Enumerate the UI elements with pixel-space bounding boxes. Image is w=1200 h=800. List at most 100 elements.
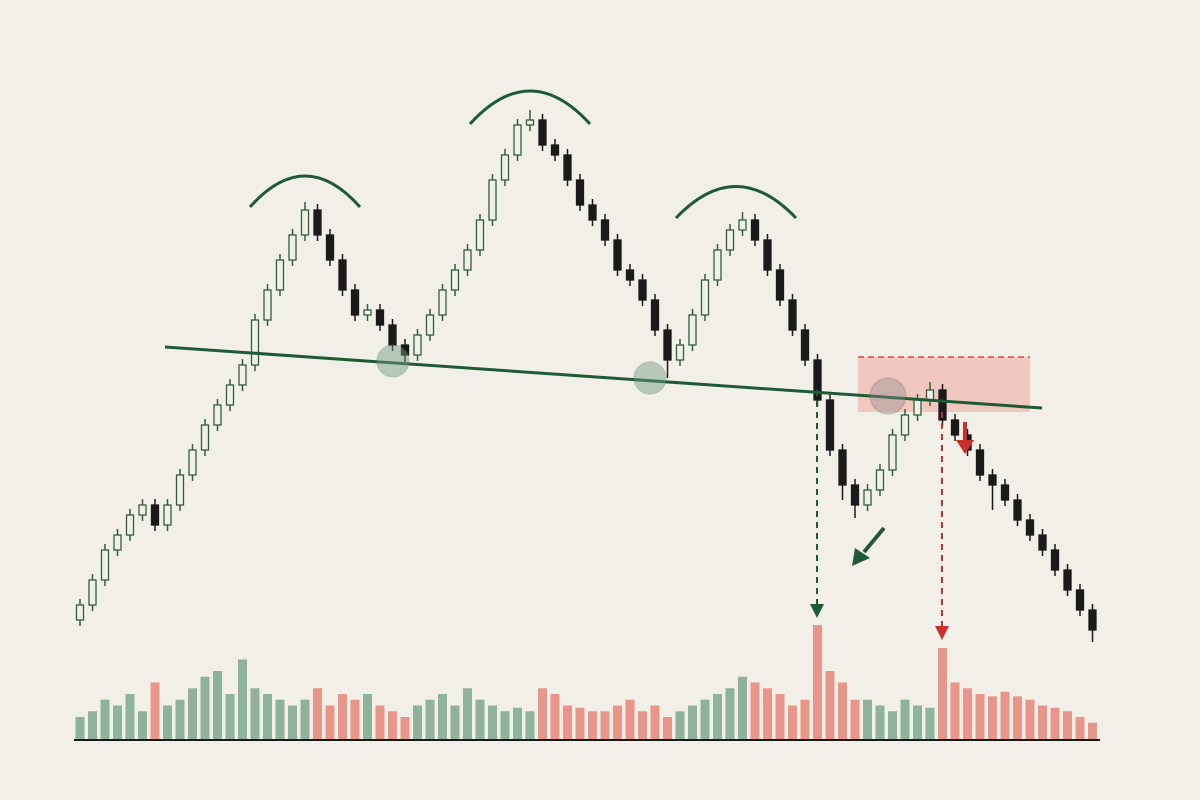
volume-bar: [213, 671, 222, 740]
trough-marker: [633, 361, 667, 395]
volume-bar: [288, 705, 297, 740]
volume-bar: [425, 699, 435, 740]
candle-body-up: [413, 334, 422, 356]
candle-body-up: [475, 219, 485, 251]
candle-body-down: [150, 504, 160, 526]
volume-bar: [250, 688, 260, 740]
overlay: [74, 344, 1100, 741]
volume-bar: [875, 705, 885, 740]
volume-bar: [238, 659, 247, 740]
candle-body-down: [625, 269, 635, 281]
candle-body-down: [400, 344, 410, 356]
candle-body-up: [525, 119, 535, 126]
trough-marker: [376, 344, 410, 378]
candle-body-up: [863, 489, 872, 506]
volume-bar: [350, 699, 360, 740]
candles: [75, 110, 1097, 642]
volume-bar: [938, 648, 947, 740]
volume-bar: [925, 707, 935, 740]
volume-bar: [138, 711, 147, 740]
volume-bar: [738, 676, 747, 740]
candle-body-up: [888, 434, 897, 471]
volume-bar: [1025, 699, 1035, 740]
candle-body-up: [363, 309, 372, 316]
candle-body-down: [950, 419, 960, 436]
candle-body-down: [588, 204, 597, 221]
candle-body-down: [825, 399, 835, 451]
volume-bar: [788, 705, 797, 740]
volume-bar: [613, 705, 622, 740]
candle-body-down: [650, 299, 660, 331]
candle-body-up: [100, 549, 110, 581]
candle-body-down: [550, 144, 560, 156]
volume-bar: [813, 625, 822, 740]
volume-bar: [88, 711, 97, 740]
candle-body-up: [463, 249, 472, 271]
volume-bar: [1050, 707, 1060, 740]
head-arc: [468, 89, 592, 126]
candle-body-down: [850, 484, 860, 506]
volume-bar: [125, 694, 135, 740]
candle-body-up: [175, 474, 185, 506]
volume-bar: [313, 688, 322, 740]
volume-bar: [438, 694, 447, 740]
volume-bar: [763, 688, 772, 740]
candle-body-up: [700, 279, 710, 316]
volume-bar: [713, 694, 722, 740]
candle-body-down: [575, 179, 585, 206]
arrow-head: [935, 626, 949, 640]
volume-bar: [163, 705, 172, 740]
volume-bar: [863, 699, 872, 740]
volume-bar: [75, 717, 85, 740]
candle-body-down: [988, 474, 997, 486]
candle-body-down: [800, 329, 810, 361]
candle-body-down: [1063, 569, 1072, 591]
candle-body-down: [838, 449, 847, 486]
volume-bar: [513, 707, 522, 740]
volume-bar: [413, 705, 422, 740]
volume-bar: [963, 688, 972, 740]
volume-bar: [538, 688, 547, 740]
volume-bar: [525, 711, 535, 740]
volume-bar: [575, 707, 585, 740]
volume-bar: [850, 699, 860, 740]
candle-body-up: [250, 319, 260, 366]
candle-body-up: [238, 364, 247, 386]
volume-bar: [275, 699, 285, 740]
volume-bar: [588, 711, 597, 740]
volume-bar: [750, 682, 760, 740]
candle-body-up: [300, 209, 310, 236]
volume-bar: [338, 694, 347, 740]
volume-bar: [838, 682, 847, 740]
candle-body-down: [313, 209, 322, 236]
volume-bar: [825, 671, 835, 740]
volume-bar: [1000, 691, 1010, 740]
volume-bar: [488, 705, 497, 740]
volume-bar: [300, 699, 310, 740]
volume-bar: [1088, 722, 1097, 740]
candle-body-up: [913, 399, 922, 416]
candle-body-up: [725, 229, 735, 251]
candle-body-up: [675, 344, 685, 361]
volume-bar: [625, 699, 635, 740]
volume-bar: [900, 699, 910, 740]
candle-body-down: [350, 289, 360, 316]
volume-bar: [675, 711, 685, 740]
arrow-head: [956, 440, 974, 454]
candle-body-down: [538, 119, 547, 146]
candle-body-up: [288, 234, 297, 261]
volume-bar: [1013, 696, 1022, 740]
candle-body-down: [1000, 484, 1010, 501]
candle-body-up: [113, 534, 122, 551]
candle-body-down: [388, 324, 397, 346]
candle-body-down: [638, 279, 647, 301]
volume-bar: [500, 711, 510, 740]
candle-body-up: [188, 449, 197, 476]
candle-body-down: [1025, 519, 1035, 536]
candle-body-up: [200, 424, 210, 451]
right-shoulder-arc: [674, 185, 798, 220]
volume-bars: [75, 625, 1097, 740]
volume-bar: [888, 711, 897, 740]
volume-bar: [663, 717, 672, 740]
